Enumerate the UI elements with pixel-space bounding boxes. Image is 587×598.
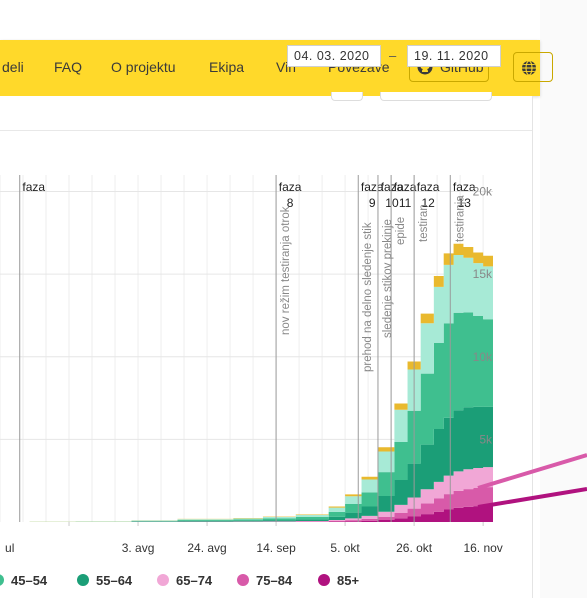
y-tick-label: 5k: [479, 432, 493, 446]
phase-annotation: testiranja: [454, 195, 466, 242]
chart-x-axis: ul 3. avg 24. avg 14. sep 5. okt 26. okt 16. n…: [5, 522, 503, 555]
nav-item-faq[interactable]: FAQ: [54, 59, 83, 75]
legend-item-75-84[interactable]: 75–84: [237, 573, 292, 588]
phase-number: 8: [287, 196, 294, 210]
legend-item-85-plus[interactable]: 85+: [318, 573, 359, 588]
legend-item-55-64[interactable]: 55–64: [77, 573, 132, 588]
date-range-separator: –: [389, 48, 397, 63]
page-right-margin: [540, 0, 587, 598]
phase-label: faza: [279, 180, 302, 194]
date-from-input[interactable]: 04. 03. 2020: [287, 45, 381, 67]
phase-annotation: nov režim testiranja otrok: [280, 206, 292, 335]
chart-option-button[interactable]: [331, 92, 363, 101]
phase-label: faza: [381, 180, 404, 194]
phase-number: 9: [369, 196, 376, 210]
x-tick-label: 16. nov: [463, 541, 502, 555]
x-tick-label: ul: [5, 541, 14, 555]
phase-number: 11: [399, 196, 412, 210]
x-tick-label: 5. okt: [330, 541, 360, 555]
legend-dot-icon: [157, 574, 169, 586]
phase-annotation: prehod na delno sledenje stik: [362, 222, 374, 372]
phase-label: faza: [22, 180, 45, 194]
y-tick-label: 20k: [473, 185, 493, 199]
main-navbar: deli FAQ O projektu Ekipa Viri Povezave: [0, 40, 540, 96]
x-tick-label: 24. avg: [187, 541, 226, 555]
x-tick-label: 26. okt: [396, 541, 433, 555]
legend-item-65-74[interactable]: 65–74: [157, 573, 212, 588]
date-to-input[interactable]: 19. 11. 2020: [407, 45, 501, 67]
chart-series-select[interactable]: [380, 92, 492, 101]
chart-phase-markers: faza faza8faza9faza10faza11faza12faza13no…: [19, 175, 476, 522]
x-tick-label: 14. sep: [256, 541, 296, 555]
area-series-5: [29, 254, 494, 522]
legend-dot-icon: [318, 574, 330, 586]
phase-annotation: sledenje stikov prekinje: [382, 219, 394, 338]
x-tick-label: 3. avg: [122, 541, 155, 555]
chart-y-axis: 5k 10k 15k 20k: [473, 185, 493, 447]
chart-areas: [29, 243, 494, 522]
area-series-85plus: [29, 505, 494, 522]
legend-dot-icon: [237, 574, 249, 586]
y-tick-label: 10k: [473, 350, 493, 364]
phase-number: 10: [385, 196, 399, 210]
nav-item-modeli[interactable]: deli: [2, 59, 24, 75]
phase-annotation: epide: [395, 217, 407, 245]
phase-label: faza: [453, 180, 476, 194]
nav-item-o-projektu[interactable]: O projektu: [111, 59, 176, 75]
phase-number: 13: [458, 196, 472, 210]
language-button[interactable]: [513, 52, 553, 82]
phase-number: 12: [421, 196, 435, 210]
area-series-45-54: [29, 312, 494, 522]
legend-dot-icon: [77, 574, 89, 586]
nav-item-ekipa[interactable]: Ekipa: [209, 59, 245, 75]
y-tick-label: 15k: [473, 267, 493, 281]
legend-item-45-54[interactable]: 45–54: [0, 573, 47, 588]
callout-line-85-plus: [477, 487, 587, 509]
globe-icon: [522, 60, 536, 76]
chart-callout-lines: [477, 453, 587, 509]
chart-toolbar: [0, 92, 532, 131]
callout-line-75-84: [477, 453, 587, 490]
area-series-55-64: [29, 406, 494, 522]
legend-dot-icon: [0, 574, 4, 586]
phase-annotation: testiran: [418, 204, 430, 242]
phase-label: faza: [394, 180, 417, 194]
page-top-strip: [0, 0, 540, 40]
phase-label: faza: [417, 180, 440, 194]
